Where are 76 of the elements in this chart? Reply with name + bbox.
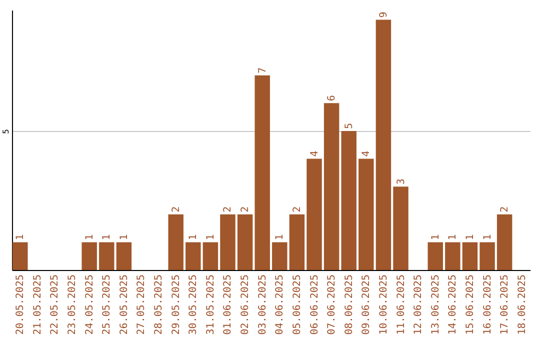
data-label: 3 (396, 178, 407, 185)
data-label: 1 (205, 234, 216, 240)
x-tick-label: 21.05.2025 (32, 274, 44, 335)
data-label: 1 (188, 234, 200, 240)
x-tick-label: 11.06.2025 (396, 274, 407, 335)
x-tick-label: 14.06.2025 (448, 274, 459, 335)
data-label: 2 (240, 206, 252, 212)
bar (186, 242, 201, 270)
data-label: 1 (274, 234, 286, 240)
bar (202, 242, 218, 270)
bar (306, 158, 322, 270)
bar (428, 242, 443, 270)
data-label: 9 (378, 12, 390, 18)
bar (12, 242, 28, 270)
x-tick-label: 26.05.2025 (118, 274, 130, 335)
data-label: 2 (292, 206, 303, 212)
bar (168, 214, 184, 270)
x-tick-label: 12.06.2025 (413, 274, 424, 335)
x-tick-label: 29.05.2025 (170, 274, 182, 335)
data-label: 2 (170, 206, 182, 212)
x-tick-label: 25.05.2025 (102, 274, 113, 335)
data-label: 1 (464, 234, 476, 240)
bar (289, 214, 305, 270)
data-label: 1 (448, 234, 459, 240)
x-tick-label: 27.05.2025 (136, 274, 148, 335)
bar (237, 214, 253, 270)
x-tick-label: 18.06.2025 (516, 274, 528, 335)
bar (496, 214, 512, 270)
x-tick-label: 13.06.2025 (430, 274, 442, 335)
x-tick-label: 08.06.2025 (344, 274, 355, 335)
bar (82, 242, 97, 270)
x-tick-label: 16.06.2025 (482, 274, 494, 335)
x-tick-label: 03.06.2025 (257, 274, 268, 335)
x-tick-label: 28.05.2025 (154, 274, 165, 335)
x-tick-label: 23.05.2025 (67, 274, 78, 335)
x-tick-label: 20.05.2025 (15, 274, 26, 335)
bar (358, 158, 374, 270)
bar (324, 103, 340, 270)
data-label: 1 (430, 234, 442, 240)
x-tick-label: 10.06.2025 (378, 274, 390, 335)
data-label: 1 (84, 234, 96, 240)
data-label: 2 (222, 206, 234, 212)
x-tick-label: 15.06.2025 (464, 274, 476, 335)
data-label: 2 (500, 206, 511, 212)
data-label: 7 (257, 67, 268, 74)
bar (99, 242, 114, 270)
x-tick-label: 04.06.2025 (274, 274, 286, 335)
bar (254, 75, 270, 270)
data-label: 5 (344, 122, 355, 129)
bar (480, 242, 495, 270)
x-tick-label: 17.06.2025 (500, 274, 511, 335)
bar (116, 242, 132, 270)
bar (341, 130, 356, 270)
data-label: 4 (309, 150, 320, 157)
x-tick-label: 31.05.2025 (205, 274, 216, 335)
data-label: 1 (118, 234, 130, 240)
bar (220, 214, 236, 270)
data-label: 1 (102, 234, 113, 240)
x-tick-label: 01.06.2025 (222, 274, 234, 335)
x-tick-label: 24.05.2025 (84, 274, 96, 335)
x-tick-label: 02.06.2025 (240, 274, 252, 335)
bar (462, 242, 478, 270)
data-label: 6 (326, 95, 338, 102)
x-tick-label: 22.05.2025 (50, 274, 61, 335)
data-label: 1 (482, 234, 494, 240)
x-tick-label: 06.06.2025 (309, 274, 320, 335)
x-tick-label: 30.05.2025 (188, 274, 200, 335)
data-label: 1 (15, 234, 26, 240)
bar (272, 242, 288, 270)
bar (445, 242, 460, 270)
x-tick-label: 05.06.2025 (292, 274, 303, 335)
bar (376, 20, 392, 270)
x-tick-label: 09.06.2025 (361, 274, 372, 335)
data-label: 4 (361, 150, 372, 157)
bar (393, 186, 408, 270)
x-tick-label: 07.06.2025 (326, 274, 338, 335)
